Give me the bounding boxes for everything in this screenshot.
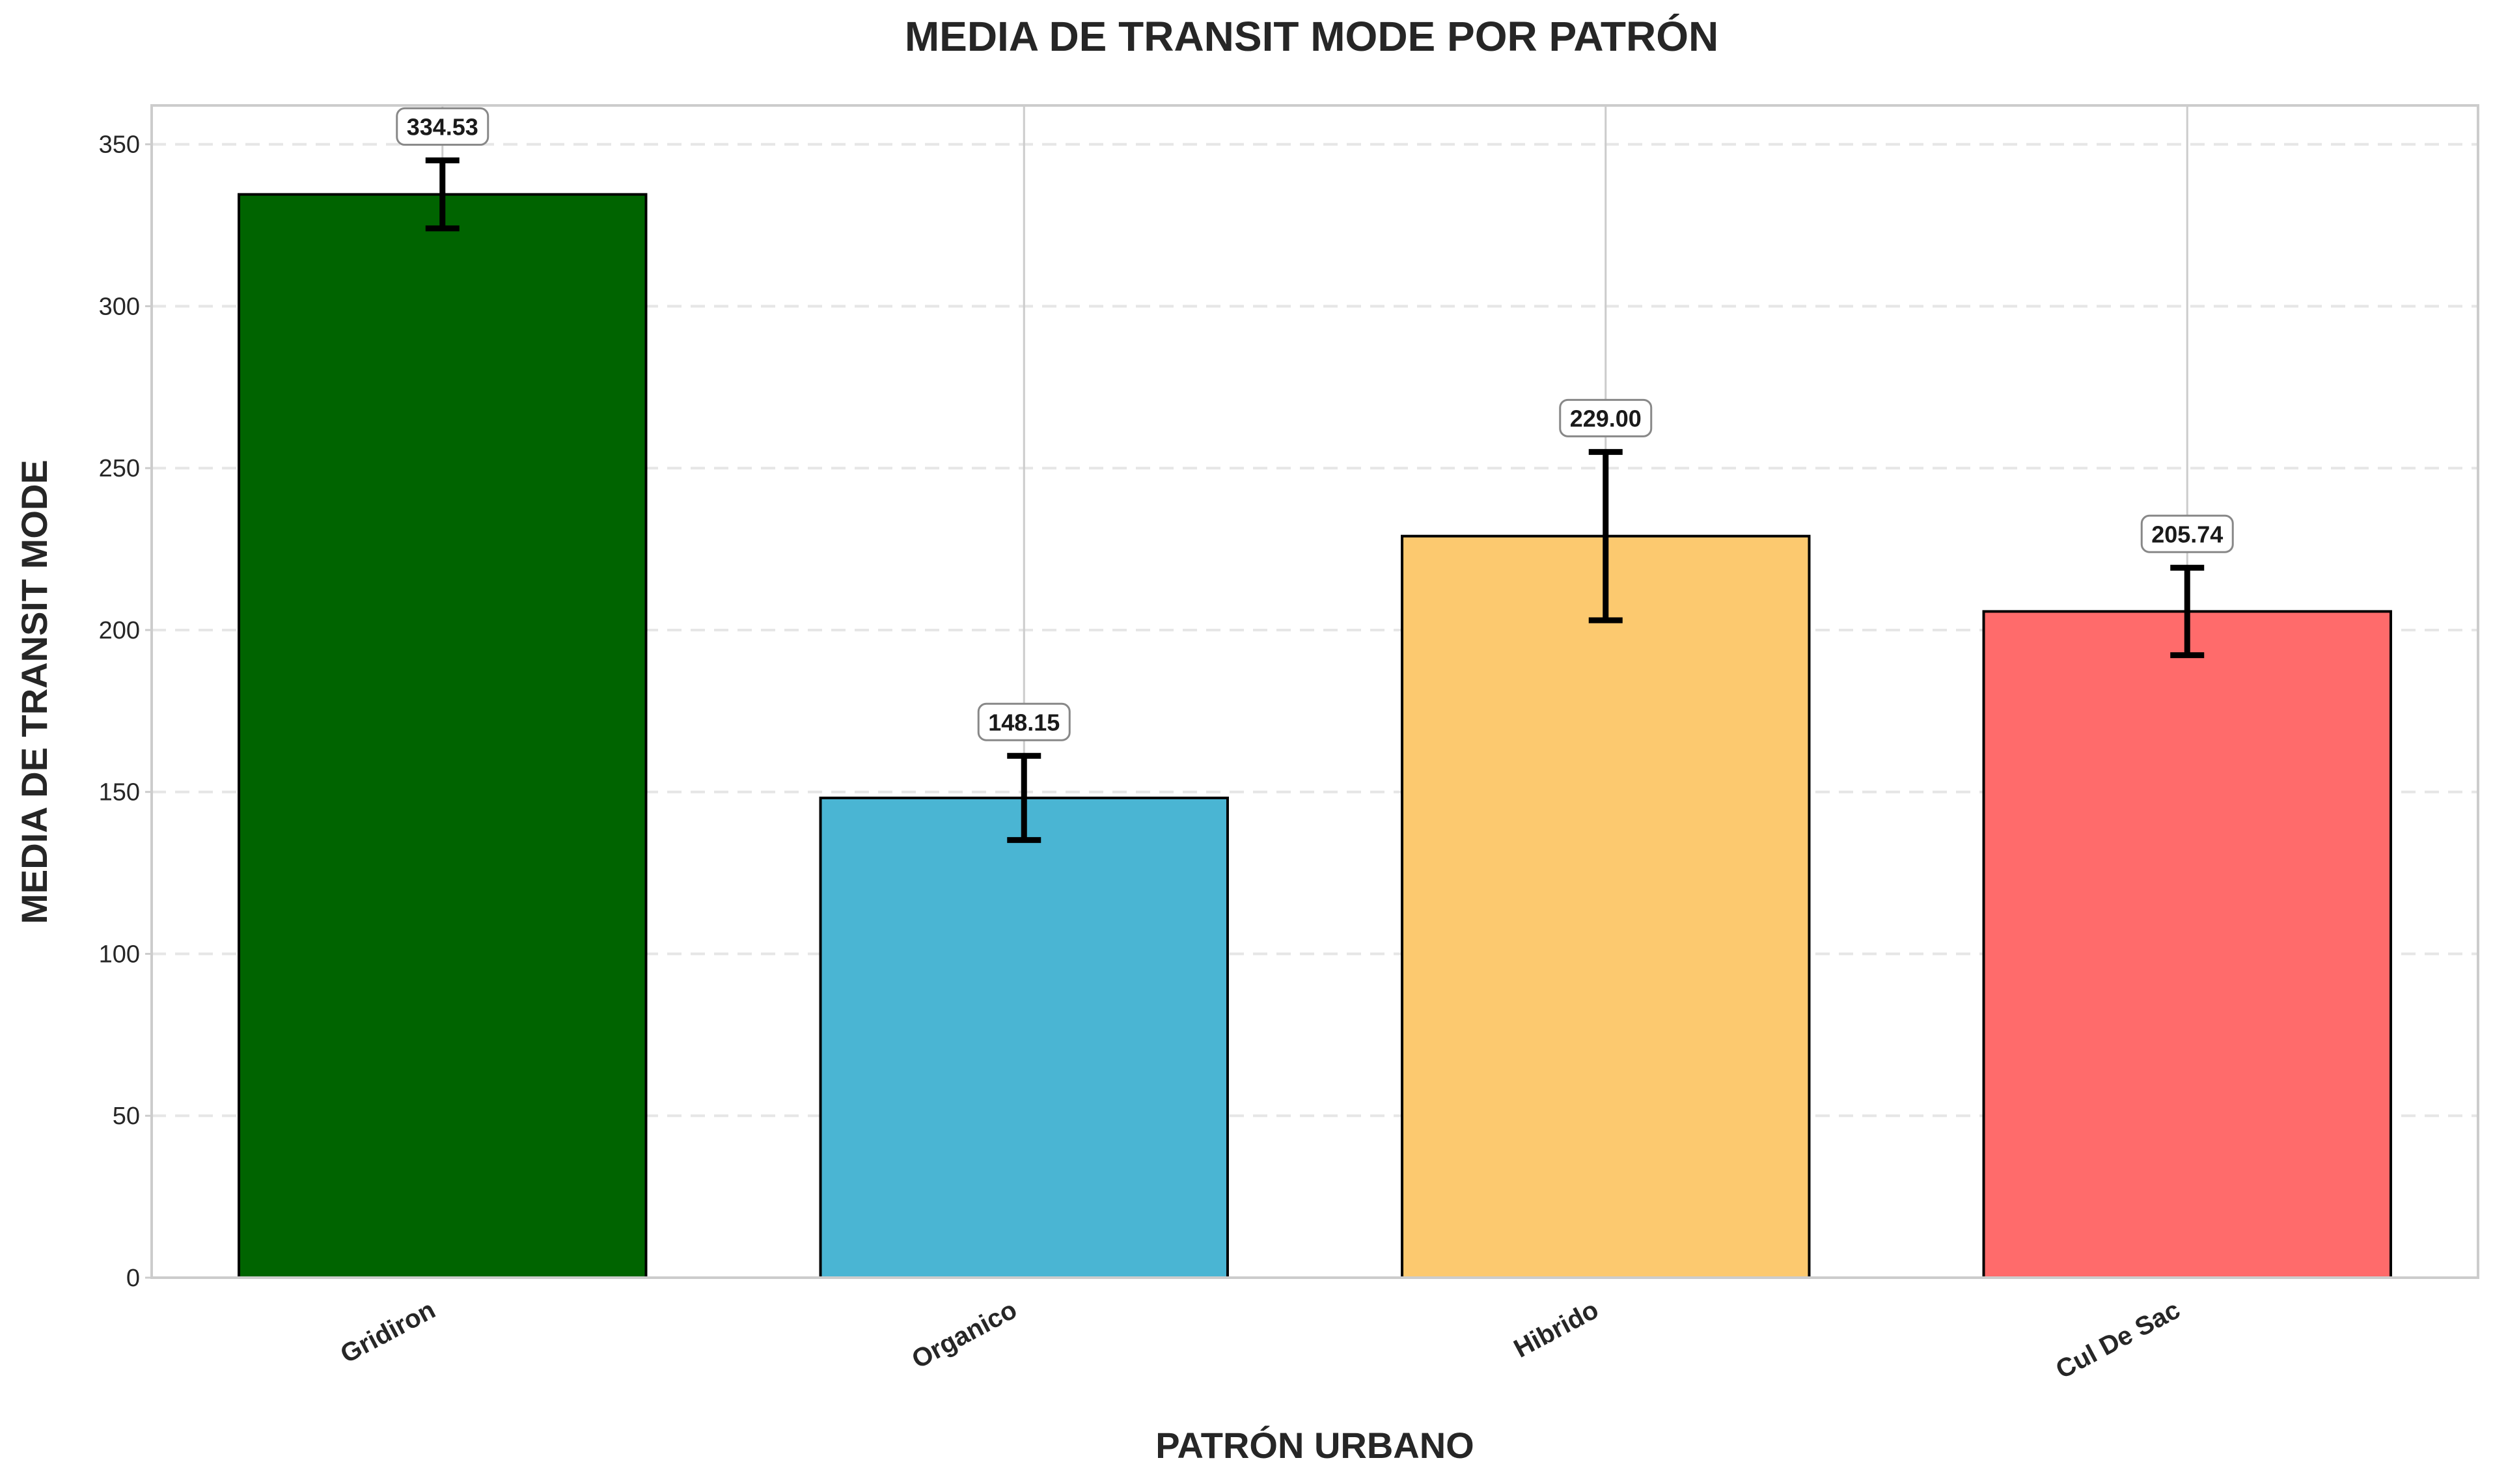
bar-gridiron: [238, 193, 648, 1280]
plot-frame: [150, 104, 2479, 1279]
bar-hibrido: [1401, 534, 1811, 1279]
x-tick-label: Hibrido: [1509, 1295, 1603, 1364]
value-label: 148.15: [988, 709, 1060, 735]
value-label-group: 229.00: [1559, 398, 1653, 437]
error-bars: [425, 157, 2205, 844]
value-labels: 334.53 148.15 229.00 205.74: [396, 107, 2234, 741]
value-label-group: 205.74: [2140, 514, 2234, 553]
value-label: 334.53: [407, 113, 478, 140]
y-tick-label: 300: [99, 293, 140, 320]
value-label-box: [977, 702, 1071, 741]
y-tick-label: 150: [99, 779, 140, 806]
value-label-box: [2140, 514, 2234, 553]
bar-organico: [819, 796, 1229, 1279]
x-tick-label: Cul De Sac: [2051, 1295, 2184, 1384]
y-tick-label: 250: [99, 455, 140, 482]
x-tick-label: Gridiron: [336, 1295, 440, 1369]
value-label-box: [396, 107, 489, 146]
bars: [238, 193, 2392, 1280]
value-label-group: 334.53: [396, 107, 489, 146]
y-tick-label: 350: [99, 131, 140, 159]
bar-cul-de-sac: [1982, 610, 2392, 1279]
y-tick-label: 0: [126, 1265, 140, 1292]
value-label-group: 148.15: [977, 702, 1071, 741]
x-tick-label: Organico: [907, 1295, 1022, 1374]
value-label: 229.00: [1570, 405, 1642, 432]
y-tick-label: 100: [99, 941, 140, 968]
chart-title: MEDIA DE TRANSIT MODE POR PATRÓN: [905, 13, 1718, 60]
y-tick-label: 50: [113, 1103, 140, 1130]
value-label: 205.74: [2151, 521, 2223, 547]
y-tick-label: 200: [99, 617, 140, 644]
y-axis-label: MEDIA DE TRANSIT MODE: [14, 460, 55, 924]
value-label-box: [1559, 398, 1653, 437]
x-axis-label: PATRÓN URBANO: [1155, 1425, 1474, 1466]
